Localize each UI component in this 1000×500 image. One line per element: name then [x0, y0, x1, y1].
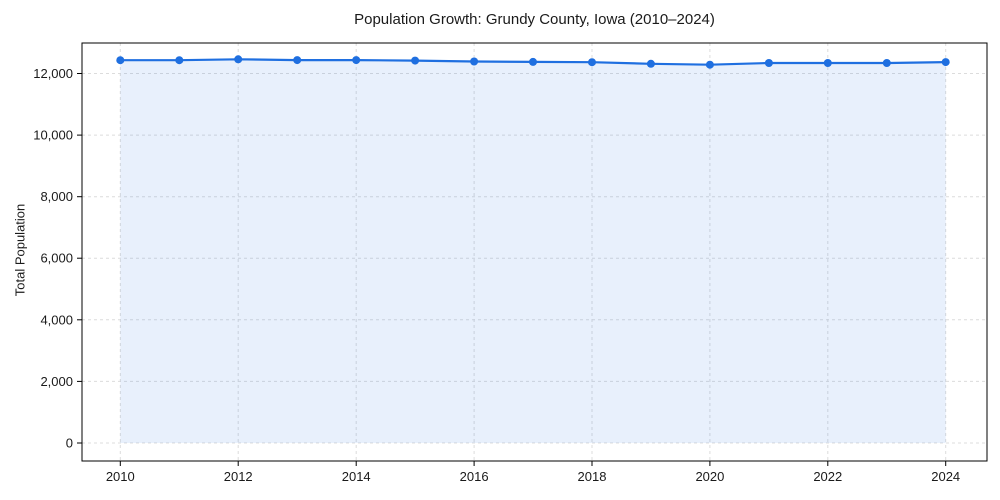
x-tick-label: 2020 — [695, 469, 724, 484]
data-point-marker — [293, 56, 302, 65]
plot-border — [81, 42, 988, 462]
data-point-marker — [764, 59, 773, 67]
y-tick-label: 8,000 — [40, 189, 73, 204]
data-point-marker — [411, 56, 420, 65]
data-point-marker — [588, 58, 596, 67]
y-tick-label: 2,000 — [40, 374, 73, 389]
x-tick-label: 2014 — [342, 469, 371, 484]
data-point-marker — [705, 60, 714, 69]
x-tick-label: 2012 — [224, 469, 253, 484]
data-point-marker — [470, 57, 479, 66]
x-tick-label: 2016 — [460, 469, 489, 484]
data-point-marker — [941, 58, 950, 67]
data-point-marker — [234, 55, 243, 64]
data-point-marker — [882, 59, 891, 67]
data-point-marker — [529, 57, 537, 66]
data-point-marker — [646, 59, 655, 68]
area-fill — [120, 59, 946, 444]
y-axis-label: Total Population — [12, 203, 28, 297]
y-tick-label: 6,000 — [40, 251, 73, 266]
y-tick-label: 10,000 — [33, 128, 73, 143]
data-point-marker — [116, 56, 125, 65]
x-tick-label: 2024 — [931, 469, 960, 484]
data-point-marker — [175, 56, 184, 65]
chart-title: Population Growth: Grundy County, Iowa (… — [354, 11, 715, 28]
data-point-marker — [352, 56, 361, 65]
y-tick-label: 12,000 — [33, 66, 73, 81]
x-tick-label: 2022 — [813, 469, 842, 484]
x-tick-label: 2018 — [578, 469, 607, 484]
data-point-marker — [823, 59, 832, 67]
x-tick-label: 2010 — [106, 469, 135, 484]
y-tick-label: 4,000 — [40, 312, 73, 327]
y-tick-label: 0 — [66, 436, 73, 451]
